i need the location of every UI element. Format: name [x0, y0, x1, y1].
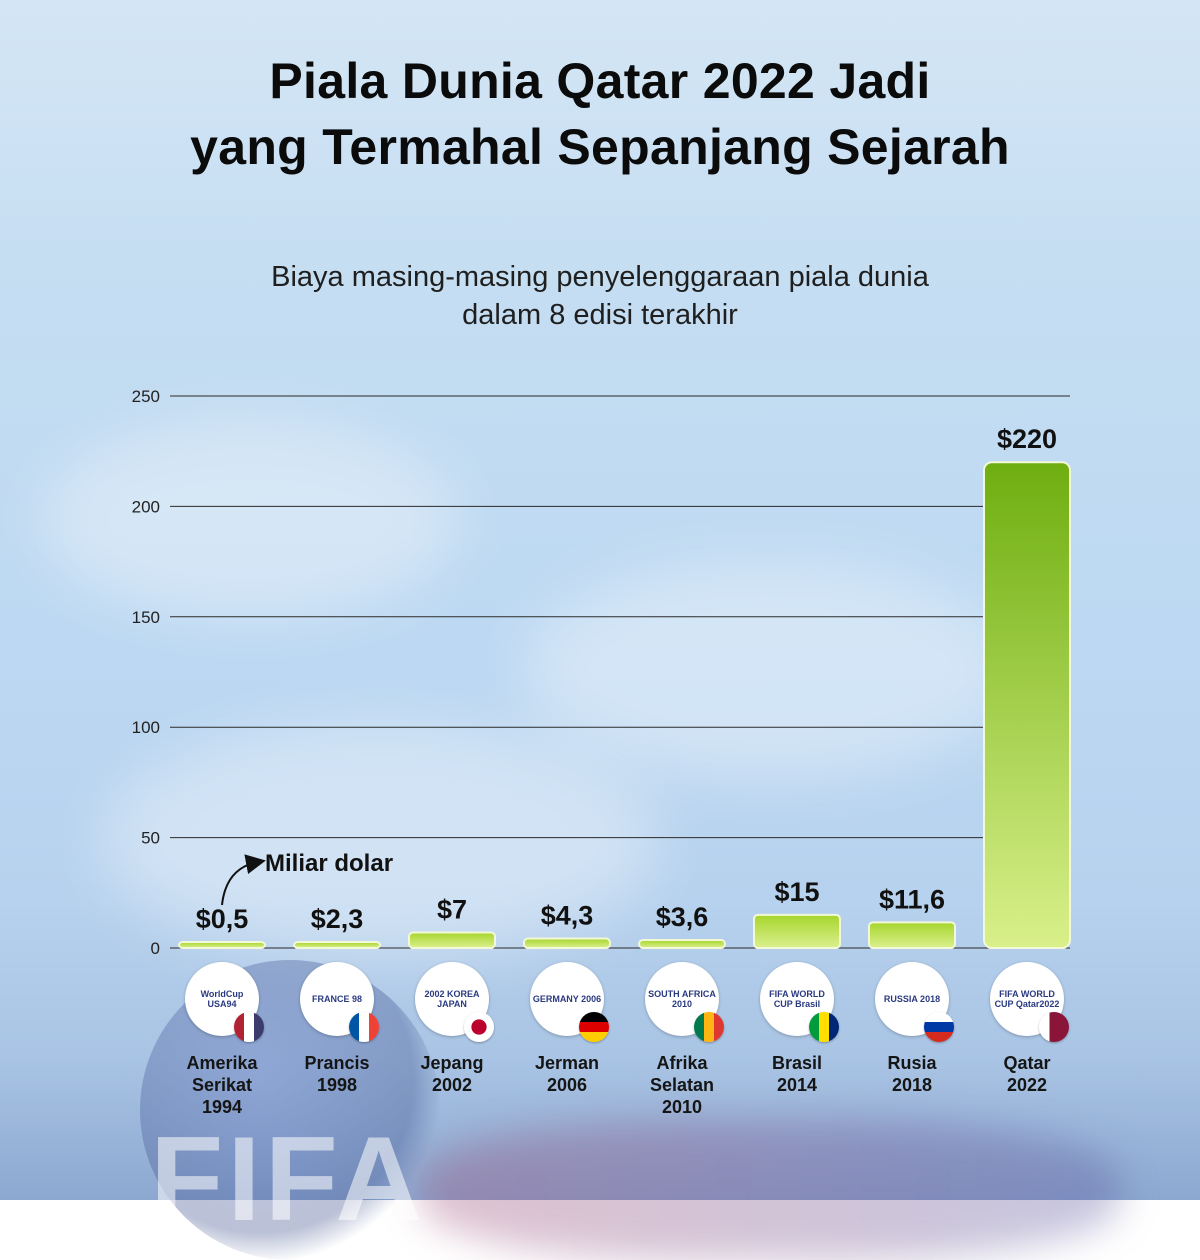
- unit-annotation: Miliar dolar: [265, 850, 393, 877]
- y-tick-label: 150: [132, 608, 160, 627]
- x-tick-label-line: 2002: [431, 1075, 473, 1095]
- brazil-flag-icon: [809, 1012, 839, 1042]
- x-tick-label: Qatar 2022: [967, 1052, 1087, 1096]
- x-tick-label: Jerman 2006: [507, 1052, 627, 1096]
- bar: [178, 941, 266, 949]
- x-tick-label-line: 1998: [316, 1075, 358, 1095]
- world-cup-logo-icon: FIFA WORLD CUP Qatar2022: [990, 962, 1064, 1036]
- x-tick-label-line: Brasil: [771, 1053, 823, 1073]
- bar: [523, 937, 611, 950]
- bar: [983, 461, 1071, 949]
- bar: [293, 941, 381, 949]
- x-tick-label: Jepang 2002: [392, 1052, 512, 1096]
- x-tick-label-line: Serikat: [191, 1075, 253, 1095]
- japan-flag-icon: [464, 1012, 494, 1042]
- x-tick-label-line: 2018: [891, 1075, 933, 1095]
- cloud-decoration: [40, 420, 460, 620]
- x-tick-label-line: 2006: [546, 1075, 588, 1095]
- germany-flag-icon: [579, 1012, 609, 1042]
- bar: [408, 931, 496, 950]
- x-tick-label-line: 2022: [1006, 1075, 1048, 1095]
- page-title: Piala Dunia Qatar 2022 Jadi yang Termaha…: [0, 48, 1200, 180]
- x-tick-label-line: 2010: [661, 1097, 703, 1117]
- data-label: $11,6: [879, 884, 945, 914]
- russia-flag-icon: [924, 1012, 954, 1042]
- bar: [638, 939, 726, 950]
- subtitle-line-2: dalam 8 edisi terakhir: [462, 299, 738, 331]
- data-label: $15: [774, 877, 819, 907]
- y-tick-label: 100: [132, 718, 160, 737]
- bar-chart: 0 50 100 150 200 250 $0,5 $2,3 $7 $4,3 $3,6 $15 $11…: [132, 387, 1071, 958]
- data-label: $7: [437, 895, 467, 925]
- data-label: $2,3: [311, 904, 364, 934]
- south-africa-flag-icon: [694, 1012, 724, 1042]
- subtitle-line-1: Biaya masing-masing penyelenggaraan pial…: [271, 261, 929, 293]
- annotation-arrow: [221, 854, 266, 906]
- usa-flag-icon: [234, 1012, 264, 1042]
- x-tick-label-line: Qatar: [1003, 1053, 1051, 1073]
- qatar-flag-icon: [1039, 1012, 1069, 1042]
- cloud-decoration: [100, 720, 660, 960]
- x-tick-label: Rusia 2018: [852, 1052, 972, 1096]
- title-line-1: Piala Dunia Qatar 2022 Jadi: [269, 53, 931, 109]
- x-tick-label: Afrika Selatan 2010: [622, 1052, 742, 1118]
- y-tick-label: 200: [132, 497, 160, 516]
- data-label: $220: [997, 424, 1057, 454]
- title-line-2: yang Termahal Sepanjang Sejarah: [190, 119, 1010, 175]
- y-tick-label: 250: [132, 387, 160, 406]
- x-tick-label-line: Selatan: [649, 1075, 715, 1095]
- france-flag-icon: [349, 1012, 379, 1042]
- x-tick-label-line: Amerika: [186, 1053, 258, 1073]
- bar: [753, 913, 841, 950]
- x-tick-label-line: Jerman: [534, 1053, 600, 1073]
- x-tick-label-line: Afrika: [656, 1053, 708, 1073]
- x-tick-label-line: Prancis: [304, 1053, 370, 1073]
- data-label: $4,3: [541, 901, 594, 931]
- x-tick-label-line: 2014: [776, 1075, 818, 1095]
- x-tick-label-line: Rusia: [887, 1053, 937, 1073]
- data-label: $0,5: [196, 904, 249, 934]
- bar: [868, 921, 956, 950]
- cloud-decoration: [520, 560, 1020, 780]
- data-label: $3,6: [656, 902, 709, 932]
- x-tick-label: Brasil 2014: [737, 1052, 857, 1096]
- x-tick-label-line: 1994: [201, 1097, 243, 1117]
- x-tick-label: Prancis 1998: [277, 1052, 397, 1096]
- x-tick-label: Amerika Serikat 1994: [162, 1052, 282, 1118]
- y-tick-label: 0: [151, 939, 160, 958]
- x-tick-label-line: Jepang: [420, 1053, 484, 1073]
- y-tick-label: 50: [141, 829, 160, 848]
- chart-subtitle: Biaya masing-masing penyelenggaraan pial…: [0, 258, 1200, 334]
